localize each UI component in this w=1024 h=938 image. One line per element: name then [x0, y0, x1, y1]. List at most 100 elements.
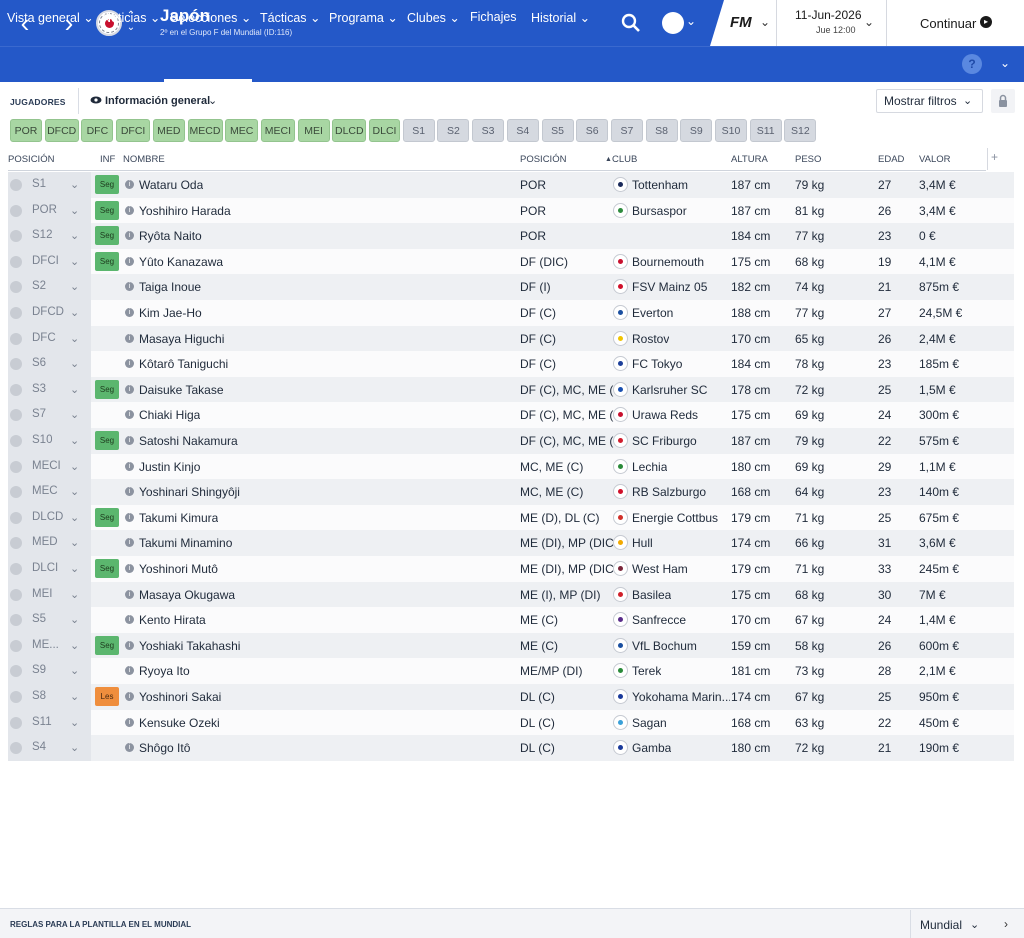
table-row[interactable]: DFCD ⌄ i Kim Jae-Ho DF (C) Everton 188 cm 77 kg… [8, 300, 1014, 326]
check-icon[interactable] [10, 383, 22, 396]
player-name[interactable]: Kim Jae-Ho [139, 306, 202, 320]
show-filters-button[interactable]: Mostrar filtros [876, 89, 983, 113]
table-row[interactable]: S3 ⌄ Seg i Daisuke Takase DF (C), MC, ME (...… [8, 376, 1014, 403]
position-chip[interactable]: S4 [506, 119, 539, 142]
player-name[interactable]: Masaya Okugawa [139, 587, 236, 602]
date-chevron-icon[interactable]: ⌄ [864, 15, 875, 29]
player-name[interactable]: Ryoya Ito [139, 664, 190, 679]
position-chip[interactable]: DFCD [44, 119, 79, 142]
position-chip[interactable]: S9 [680, 119, 713, 142]
check-icon[interactable] [10, 691, 22, 703]
check-icon[interactable] [10, 742, 22, 755]
player-club[interactable]: Sanfrecce [632, 613, 687, 628]
fm-chevron-icon[interactable]: ⌄ [760, 15, 771, 29]
check-icon[interactable] [10, 588, 22, 601]
table-row[interactable]: MEC ⌄ i Yoshinari Shingyôji MC, ME (C) RB Sal… [8, 479, 1014, 505]
position-chip[interactable]: POR [10, 119, 42, 142]
info-icon[interactable]: i [125, 308, 134, 317]
table-row[interactable]: S12 ⌄ Seg i Ryôta Naito POR 184 cm 77 kg 23 0 € [8, 223, 1014, 249]
player-club[interactable]: Urawa Reds [632, 408, 699, 423]
slot-chevron-icon[interactable]: ⌄ [70, 742, 80, 755]
check-icon[interactable] [10, 435, 22, 447]
position-chip[interactable]: MECD [187, 119, 223, 142]
check-icon[interactable] [10, 230, 22, 243]
column-header-name[interactable]: NOMBRE [123, 154, 165, 165]
column-header-slot[interactable]: POSICIÓN [8, 154, 55, 165]
table-row[interactable]: S2 ⌄ i Taiga Inoue DF (I) FSV Mainz 05 182 cm 7… [8, 274, 1014, 300]
player-name[interactable]: Takumi Minamino [139, 536, 233, 551]
player-name[interactable]: Yûto Kanazawa [139, 254, 224, 269]
player-club[interactable]: West Ham [632, 562, 688, 576]
check-icon[interactable] [10, 281, 22, 294]
table-row[interactable]: S5 ⌄ i Kento Hirata ME (C) Sanfrecce 170 cm 67 … [8, 607, 1014, 633]
info-icon[interactable]: i [125, 512, 134, 522]
view-select[interactable]: Información general [105, 95, 211, 107]
player-club[interactable]: FC Tokyo [632, 357, 683, 372]
slot-chevron-icon[interactable]: ⌄ [70, 332, 80, 345]
player-club[interactable]: RB Salzburgo [632, 485, 707, 500]
table-row[interactable]: MED ⌄ i Takumi Minamino ME (DI), MP (DIC) Hul… [8, 530, 1014, 556]
slot-chevron-icon[interactable]: ⌄ [70, 358, 80, 371]
check-icon[interactable] [10, 255, 22, 268]
position-chip[interactable]: DLCI [369, 119, 400, 142]
slot-chevron-icon[interactable]: ⌄ [70, 691, 80, 703]
slot-chevron-icon[interactable]: ⌄ [70, 716, 80, 729]
player-name[interactable]: Chiaki Higa [139, 408, 201, 423]
player-club[interactable]: Lechia [632, 459, 668, 474]
column-header-age[interactable]: EDAD [878, 154, 905, 165]
info-icon[interactable]: i [125, 589, 134, 599]
position-chip[interactable]: DFC [81, 119, 114, 142]
slot-chevron-icon[interactable]: ⌄ [70, 563, 80, 575]
menu-schedule[interactable]: Programa ⌄ [329, 11, 398, 25]
table-row[interactable]: MEI ⌄ i Masaya Okugawa ME (I), MP (DI) Basile… [8, 581, 1014, 608]
column-header-value[interactable]: VALOR [919, 154, 951, 165]
column-header-inf[interactable]: INF [100, 154, 116, 165]
table-row[interactable]: DFC ⌄ i Masaya Higuchi DF (C) Rostov 170 cm 65 … [8, 325, 1014, 352]
player-name[interactable]: Satoshi Nakamura [139, 434, 238, 448]
position-chip[interactable]: S3 [472, 119, 505, 142]
table-row[interactable]: S7 ⌄ i Chiaki Higa DF (C), MC, ME (... Urawa … [8, 402, 1014, 428]
history-chevrons-icon[interactable]: ⌃ ⌄ [126, 10, 136, 33]
player-club[interactable]: Karlsruher SC [632, 382, 708, 397]
player-club[interactable]: Tottenham [632, 178, 689, 192]
column-header-club[interactable]: CLUB [612, 154, 638, 165]
slot-chevron-icon[interactable]: ⌄ [70, 639, 80, 652]
table-row[interactable]: S11 ⌄ i Kensuke Ozeki DL (C) Sagan 168 cm 63 kg… [8, 709, 1014, 736]
slot-chevron-icon[interactable]: ⌄ [70, 614, 80, 627]
info-icon[interactable]: i [125, 666, 134, 676]
info-icon[interactable]: i [125, 180, 134, 189]
position-chip[interactable]: MECI [260, 119, 295, 142]
menu-tactics[interactable]: Tácticas ⌄ [260, 11, 321, 25]
player-name[interactable]: Kento Hirata [139, 613, 206, 628]
player-name[interactable]: Wataru Oda [139, 178, 204, 192]
slot-chevron-icon[interactable]: ⌄ [70, 307, 80, 319]
table-row[interactable]: DFCI ⌄ Seg i Yûto Kanazawa DF (DIC) Bournemout… [8, 248, 1014, 275]
table-row[interactable]: POR ⌄ Seg i Yoshihiro Harada POR Bursaspor 187 … [8, 197, 1014, 224]
table-row[interactable]: ME... ⌄ Seg i Yoshiaki Takahashi ME (C) VfL Bo… [8, 632, 1014, 659]
position-chip[interactable]: S6 [576, 119, 609, 142]
info-icon[interactable]: i [125, 410, 134, 420]
check-icon[interactable] [10, 537, 22, 550]
position-chip[interactable]: S11 [749, 119, 782, 142]
player-club[interactable]: Bursaspor [632, 203, 687, 218]
info-icon[interactable]: i [125, 256, 134, 266]
player-club[interactable]: Everton [632, 306, 674, 320]
player-name[interactable]: Yoshinori Mutô [139, 562, 218, 576]
search-icon[interactable] [620, 12, 642, 34]
info-icon[interactable]: i [125, 461, 134, 471]
position-chip[interactable]: S5 [541, 119, 574, 142]
player-name[interactable]: Kôtarô Taniguchi [139, 357, 229, 372]
check-icon[interactable] [10, 486, 22, 499]
next-arrow-icon[interactable]: › [1004, 917, 1008, 931]
player-club[interactable]: Bournemouth [632, 254, 705, 269]
check-icon[interactable] [10, 716, 22, 729]
check-icon[interactable] [10, 511, 22, 524]
info-icon[interactable]: i [125, 231, 134, 241]
check-icon[interactable] [10, 307, 22, 319]
filters-chevron-icon[interactable]: ⌄ [963, 95, 973, 107]
slot-chevron-icon[interactable]: ⌄ [70, 255, 80, 268]
menu-chevron-icon[interactable]: ⌄ [1000, 56, 1011, 70]
player-club[interactable]: Rostov [632, 331, 670, 346]
player-club[interactable]: Yokohama Marin... [632, 690, 730, 704]
position-chip[interactable]: MEI [297, 119, 330, 142]
